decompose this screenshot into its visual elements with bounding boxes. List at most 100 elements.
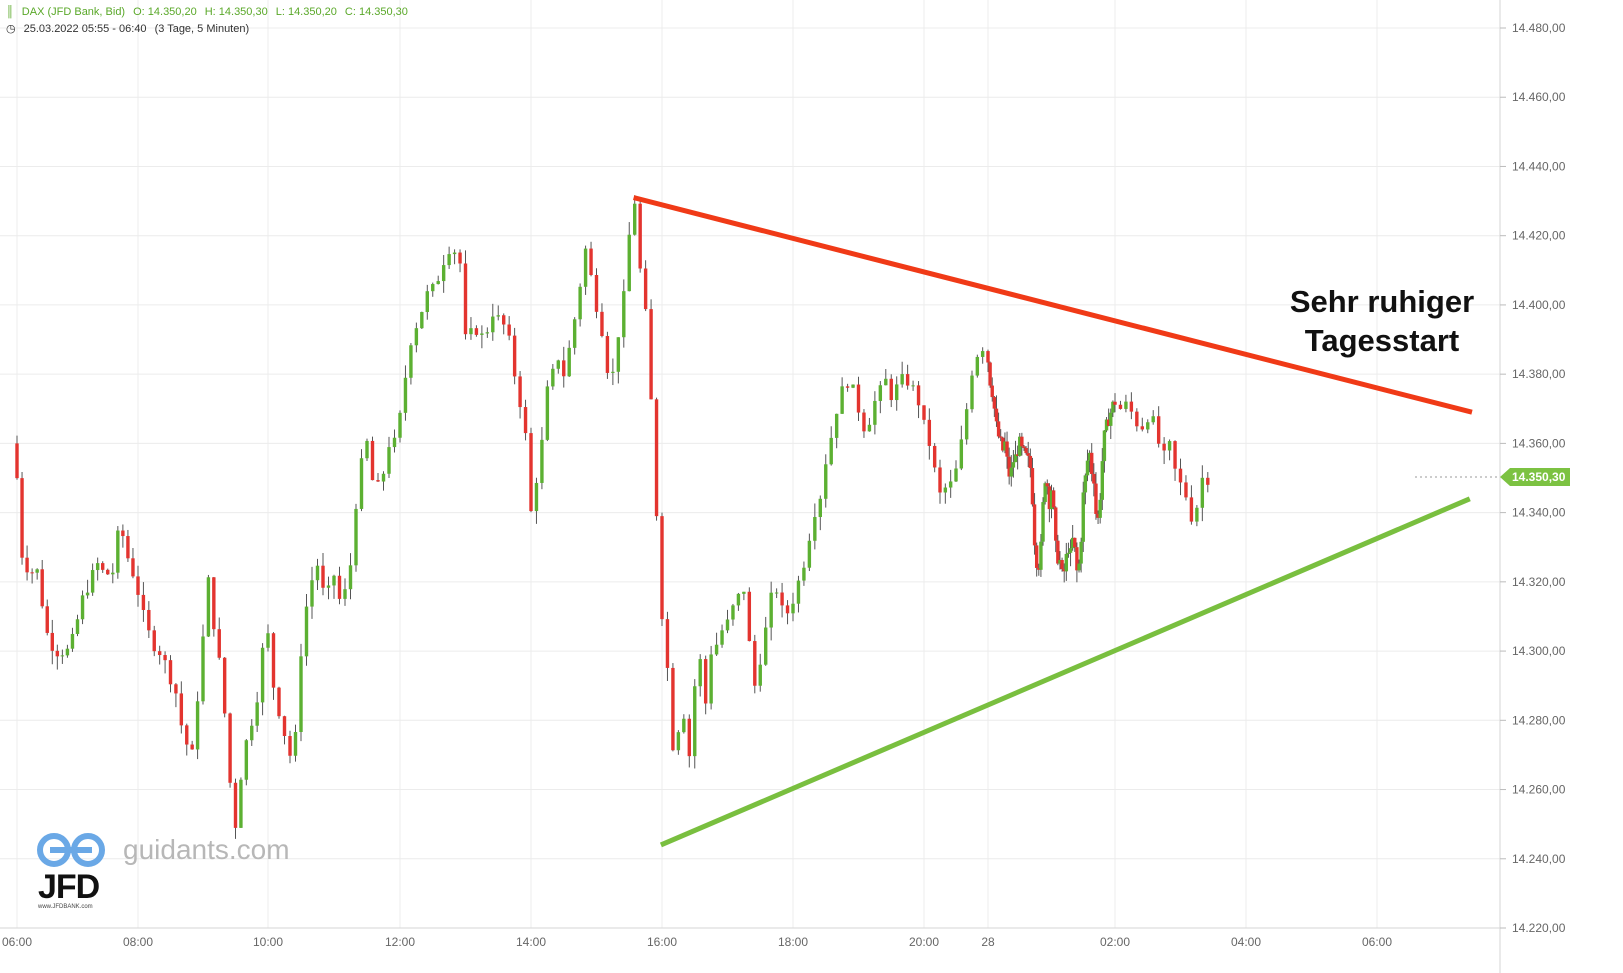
candle-body xyxy=(780,592,784,606)
candle-body xyxy=(1077,563,1081,571)
price-tick-label: 14.280,00 xyxy=(1512,713,1566,727)
candle-body xyxy=(948,481,953,488)
time-tick-label: 16:00 xyxy=(647,935,677,949)
candle-body xyxy=(321,565,325,588)
candle-body xyxy=(255,702,259,726)
candle-body xyxy=(769,592,773,628)
price-tick-label: 14.220,00 xyxy=(1512,921,1566,935)
candle-body xyxy=(638,203,642,269)
candle-body xyxy=(851,384,855,388)
time-tick-label: 08:00 xyxy=(123,935,153,949)
candle-body xyxy=(523,407,528,434)
time-axis[interactable]: 06:00 08:00 10:00 12:00 14:00 16:00 18:00 20:00… xyxy=(2,935,1392,949)
candle-body xyxy=(75,619,80,634)
guidants-logo[interactable]: guidants.com xyxy=(123,834,290,865)
price-tick-label: 14.260,00 xyxy=(1512,783,1566,797)
candle-body xyxy=(873,400,877,425)
candle-body xyxy=(970,375,974,410)
candle-body xyxy=(337,575,342,599)
candle-body xyxy=(332,575,336,586)
candle-body xyxy=(90,570,95,593)
candle-body xyxy=(1062,569,1066,572)
candle-body xyxy=(562,360,566,377)
candle-body xyxy=(1111,401,1115,413)
candle-body xyxy=(994,408,999,422)
candle-body xyxy=(791,603,795,614)
resistance-trendline[interactable] xyxy=(632,195,1473,415)
candle-body xyxy=(201,636,205,702)
candle-body xyxy=(348,565,353,590)
candle-body xyxy=(954,468,958,482)
candle-body xyxy=(222,657,227,714)
clock-icon: ◷ xyxy=(6,23,16,35)
candle-body xyxy=(856,384,861,413)
time-tick-label: 06:00 xyxy=(1362,935,1392,949)
candle-body xyxy=(813,517,817,541)
candle-body xyxy=(496,315,500,317)
candle-body xyxy=(1007,456,1011,477)
time-tick-label: 04:00 xyxy=(1231,935,1261,949)
candle-body xyxy=(1087,452,1092,461)
candlestick-series xyxy=(15,195,1210,839)
chart-grid xyxy=(0,0,1501,973)
candle-body xyxy=(239,779,243,828)
candle-body xyxy=(988,362,992,386)
price-tick-label: 14.480,00 xyxy=(1512,21,1566,35)
candle-body xyxy=(474,328,479,335)
candle-body xyxy=(185,725,189,745)
candle-body xyxy=(60,655,65,657)
candle-body xyxy=(126,536,130,559)
candle-body xyxy=(288,736,292,756)
candle-body xyxy=(698,659,702,687)
candle-body xyxy=(1073,537,1077,548)
candle-body xyxy=(1109,412,1113,426)
candle-body xyxy=(370,440,375,481)
candle-body xyxy=(742,591,746,594)
candle-body xyxy=(95,563,100,571)
candle-body xyxy=(671,667,675,751)
support-trendline[interactable] xyxy=(659,496,1471,848)
candle-body xyxy=(594,275,599,312)
date-range: 25.03.2022 05:55 - 06:40 xyxy=(23,23,147,35)
price-axis[interactable]: 14.480,00 14.460,00 14.440,00 14.420,00 14.4… xyxy=(1500,21,1566,935)
candle-body xyxy=(1049,490,1054,510)
candle-body xyxy=(1096,513,1100,518)
candle-body xyxy=(1020,436,1024,447)
candle-body xyxy=(1015,454,1020,456)
candle-body xyxy=(452,252,457,255)
candle-body xyxy=(106,569,110,575)
candle-body xyxy=(959,439,964,469)
candle-body xyxy=(293,731,298,756)
candle-body xyxy=(469,328,473,335)
period-label: (3 Tage, 5 Minuten) xyxy=(154,23,250,35)
candle-body xyxy=(147,609,151,631)
time-tick-label: 28 xyxy=(981,935,995,949)
chart-annotation: Sehr ruhiger Tagesstart xyxy=(1262,282,1502,360)
candle-body xyxy=(50,632,54,651)
candle-body xyxy=(163,655,167,661)
candle-body xyxy=(884,378,888,386)
candle-body xyxy=(975,356,980,376)
candle-body xyxy=(1167,441,1172,451)
candle-body xyxy=(747,591,752,642)
candle-body xyxy=(1098,499,1102,518)
candle-body xyxy=(233,782,238,828)
candle-body xyxy=(622,291,626,338)
candle-body xyxy=(605,336,610,373)
candle-body xyxy=(1056,540,1060,564)
candle-body xyxy=(244,740,249,780)
candle-body xyxy=(932,445,937,468)
last-price-label: 14.350,30 xyxy=(1512,470,1566,484)
candle-body xyxy=(206,577,211,637)
candle-body xyxy=(1178,468,1183,483)
price-tick-label: 14.460,00 xyxy=(1512,90,1566,104)
candle-body xyxy=(1047,486,1052,510)
candle-body xyxy=(1206,477,1210,485)
candle-body xyxy=(583,248,588,287)
candle-body xyxy=(65,648,70,656)
candle-body xyxy=(174,684,178,694)
candle-body xyxy=(567,347,571,377)
candle-body xyxy=(1075,547,1079,571)
price-tick-label: 14.300,00 xyxy=(1512,644,1566,658)
